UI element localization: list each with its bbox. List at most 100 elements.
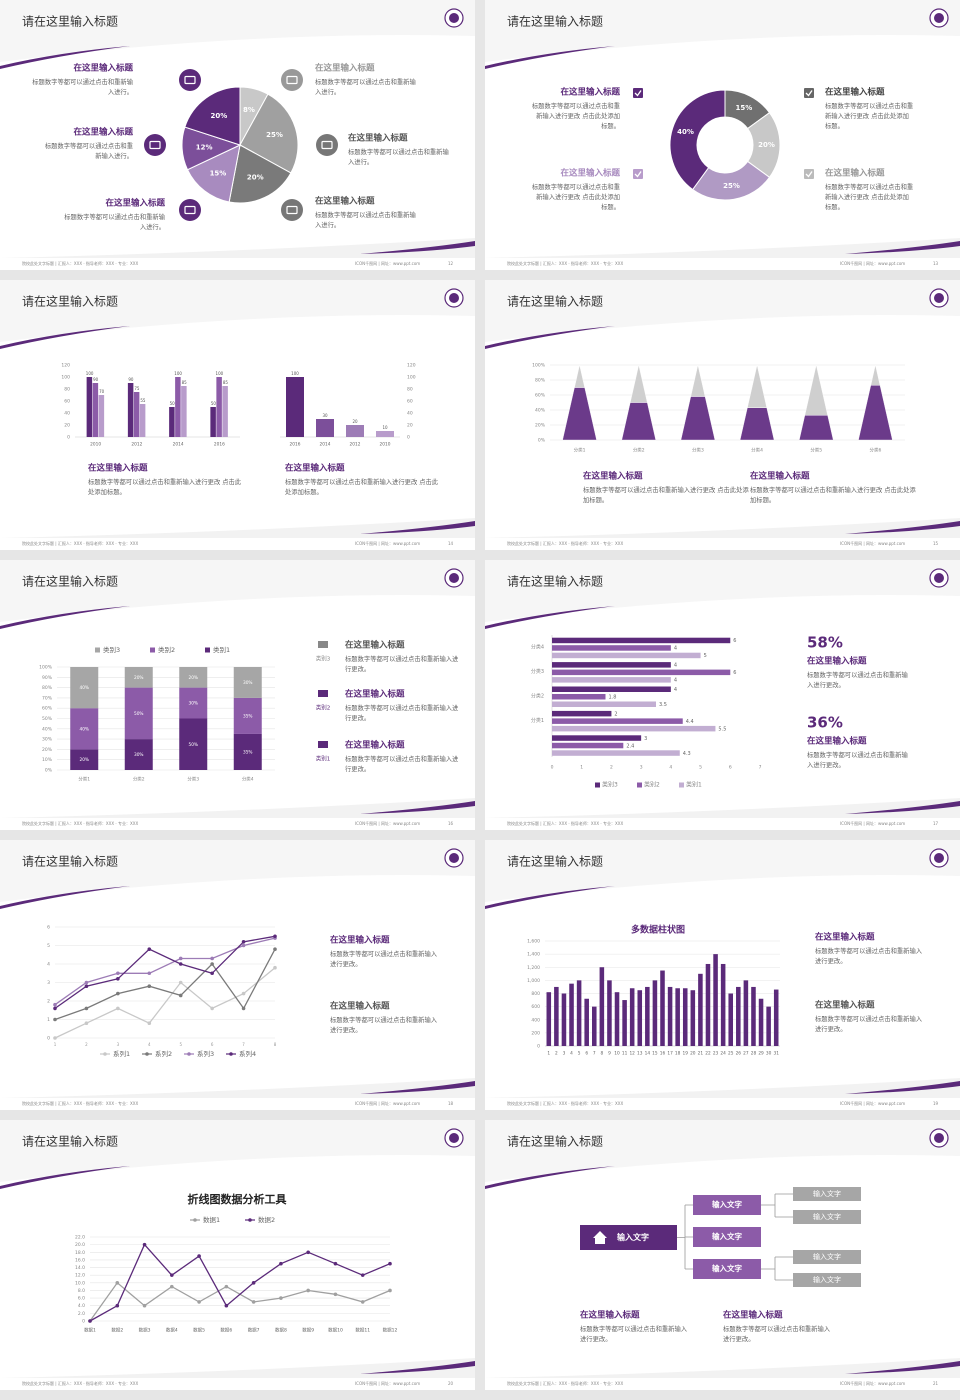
bar-label: 100 [216, 371, 224, 376]
chart-title: 多数据柱状图 [631, 924, 685, 936]
bar [552, 725, 716, 732]
y-tick-label: 2.0 [78, 1311, 85, 1317]
footer-left: 院校此处文字标题 | 汇报人：XXX · 指导老师：XXX · 专业：XXX [22, 1100, 138, 1106]
bar-label: 30% [243, 680, 253, 686]
connector [761, 1193, 793, 1281]
point [388, 1261, 392, 1266]
bar [675, 988, 680, 1046]
bar-label: 40% [79, 726, 89, 732]
block-body: 标题数字等都可以通过点击和重新输入进行更改。 [330, 1015, 438, 1034]
bar-segment [124, 687, 153, 740]
x-tick-label: 数据5 [193, 1327, 205, 1334]
block-heading: 在这里输入标题 [345, 640, 405, 651]
page-number: 14 [448, 541, 454, 546]
bar [552, 694, 606, 700]
point [241, 1006, 246, 1011]
bar [554, 986, 559, 1046]
bar-label: 85 [182, 380, 188, 385]
root-label: 输入文字 [617, 1232, 649, 1242]
icon [144, 134, 166, 156]
logo-core [934, 853, 944, 863]
icon [318, 690, 328, 697]
block-heading: 在这里输入标题 [723, 1310, 783, 1321]
text-line: 标题数字等都可以通过点击和重新输入 [330, 1015, 438, 1024]
x-tick-label: 5 [179, 1042, 182, 1047]
bottom-swoosh [360, 1361, 475, 1374]
bar [552, 669, 731, 676]
bar [552, 710, 612, 717]
block-body: 标题数字等都可以通过点击和重新输入进行更改。 [807, 670, 908, 689]
y-tick-label: 14.0 [75, 1265, 85, 1271]
footer-right: ICON千图网 | 网址：www.ppt.com [840, 540, 905, 546]
point [210, 971, 214, 976]
point [306, 1288, 310, 1293]
y-tick-label: 30% [42, 737, 53, 743]
bar-label: 50 [170, 401, 176, 406]
bottom-swoosh [360, 241, 475, 254]
y-tick-label: 0 [47, 1036, 50, 1042]
bar [637, 990, 643, 1046]
block-body: 标题数字等都可以通过点击和重新输入进行更改 点击此处添加标题。 [532, 182, 620, 211]
bar-segment [233, 667, 262, 698]
footer-right: ICON千图网 | 网址：www.ppt.com [840, 1100, 905, 1106]
text-line: 标题数字等都可以通过点击和重 [532, 182, 620, 191]
point [224, 1284, 229, 1289]
x-tick-label: 2016 [290, 442, 301, 448]
page-number: 20 [448, 1381, 454, 1386]
bar-label: 20% [188, 675, 198, 681]
x-tick-label: 2014 [320, 442, 331, 448]
point [115, 1303, 120, 1308]
bar [622, 1000, 627, 1046]
legend-label: 类别2 [644, 781, 660, 789]
bottom-swoosh [360, 801, 475, 814]
text-line: 处添加标题。 [285, 487, 323, 496]
legend-label: 数据2 [258, 1215, 275, 1224]
bottom-band [485, 1358, 960, 1378]
point [170, 1273, 174, 1277]
legend-label: 系列1 [113, 1049, 130, 1058]
block-body: 标题数字等都可以通过点击和重新输入进行。 [32, 77, 133, 96]
bar-label: 35% [243, 749, 253, 755]
block-body: 标题数字等都可以通过点击和重新输入进行更改 点击此处添加标题。 [825, 101, 913, 130]
y-tick-label: 2 [47, 999, 50, 1005]
icon [318, 741, 328, 748]
x-tick-label: 2014 [173, 442, 184, 448]
footer-right: ICON千图网 | 网址：www.ppt.com [355, 260, 420, 266]
bar-label: 100 [86, 371, 94, 376]
y-tick-label: 600 [531, 1004, 540, 1010]
bar [743, 980, 749, 1046]
pyramid-segment [804, 364, 828, 416]
y-tick-label: 40 [64, 411, 70, 417]
bar-label: 6 [733, 638, 736, 644]
x-tick-label: 数据8 [275, 1327, 287, 1334]
x-tick-label: 2010 [380, 442, 391, 448]
point [84, 984, 89, 988]
checkbox [804, 169, 814, 179]
bar-segment [179, 687, 208, 719]
y-tick-label: 40 [407, 411, 413, 417]
top-band [0, 0, 475, 62]
page-number: 18 [448, 1101, 454, 1106]
point [197, 1300, 201, 1304]
x-tick-label: 6 [211, 1042, 214, 1047]
x-tick-label: 2 [555, 1051, 558, 1057]
slice-label: 25% [266, 131, 283, 139]
slide-title: 请在这里输入标题 [507, 574, 603, 589]
point [210, 962, 214, 966]
block-heading: 在这里输入标题 [105, 198, 165, 209]
bar-label: 4.3 [683, 751, 691, 757]
x-tick-label: 数据12 [383, 1327, 398, 1334]
logo-core [449, 853, 459, 863]
branch-label: 输入文字 [712, 1263, 742, 1273]
footer-left: 院校此处文字标题 | 汇报人：XXX · 指导老师：XXX · 专业：XXX [507, 540, 623, 546]
logo-core [449, 1133, 459, 1143]
legend-label: 数据1 [203, 1215, 220, 1224]
point [178, 993, 183, 998]
leaf-node [793, 1250, 861, 1264]
series-line [54, 948, 276, 1021]
bar [216, 377, 222, 437]
branch-node [693, 1195, 761, 1215]
text-line: 标题数字等都可以通过点击和重新输 [32, 77, 133, 86]
